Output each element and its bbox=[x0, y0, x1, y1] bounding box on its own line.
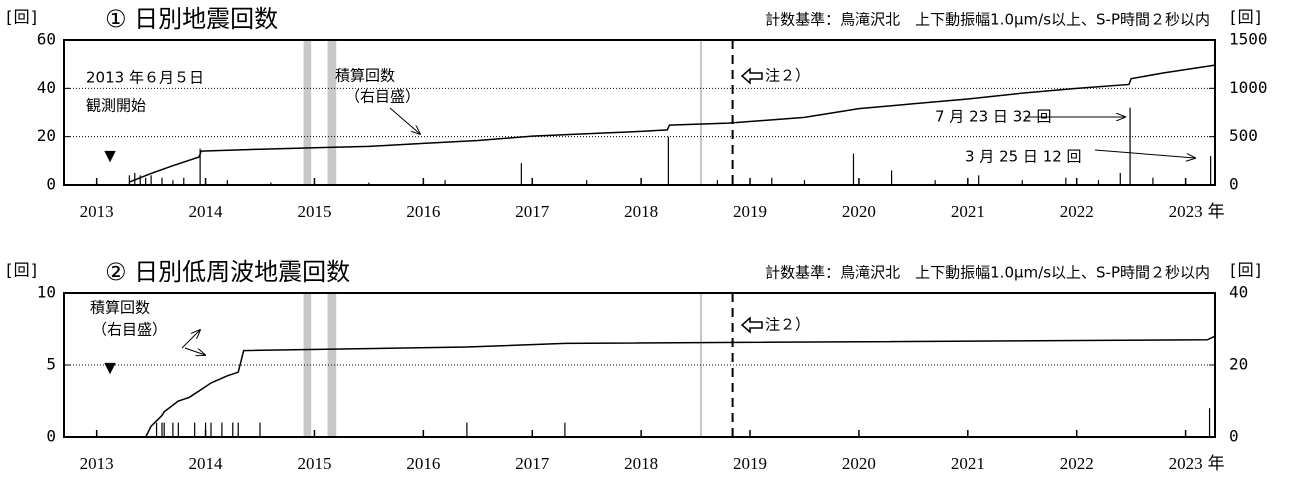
annotation: （右目盛） bbox=[92, 321, 167, 339]
y2-tick-label: 1000 bbox=[1229, 78, 1268, 97]
annotation: ▼ bbox=[104, 359, 116, 377]
x-tick-label: 2018 bbox=[624, 454, 658, 473]
cumulative-line bbox=[129, 64, 1216, 183]
x-tick-label: 2021 bbox=[951, 454, 985, 473]
y2-tick-label: 500 bbox=[1229, 126, 1258, 145]
x-tick-label: 2015 bbox=[297, 202, 331, 221]
x-tick-label: 2014 bbox=[189, 202, 224, 221]
shaded-period bbox=[303, 40, 312, 185]
annotation: 2013 年６月５日 bbox=[86, 69, 204, 87]
y-tick-label: 10 bbox=[37, 283, 56, 302]
x-tick-label: 2019 bbox=[733, 454, 767, 473]
x-tick-label: 2013 bbox=[80, 454, 114, 473]
x-tick-label: 2014 bbox=[189, 454, 224, 473]
note-arrow bbox=[740, 316, 763, 334]
annotation-arrow bbox=[1094, 149, 1195, 158]
x-tick-label: 2016 bbox=[406, 202, 440, 221]
annotation: ▼ bbox=[104, 147, 116, 165]
x-tick-label: 2017 bbox=[515, 454, 550, 473]
y-tick-label: 40 bbox=[37, 78, 56, 97]
x-tick-label: 2023 bbox=[1169, 202, 1203, 221]
annotation: 7 月 23 日 32 回 bbox=[935, 108, 1052, 126]
y2-tick-label: 40 bbox=[1229, 283, 1248, 302]
y2-axis-label: [回] bbox=[1228, 261, 1263, 280]
shaded-period bbox=[327, 40, 337, 185]
y2-tick-label: 1500 bbox=[1229, 30, 1268, 49]
x-tick-label: 2022 bbox=[1060, 454, 1094, 473]
x-tick-label: 2017 bbox=[515, 202, 550, 221]
plot-frame bbox=[63, 292, 1216, 438]
panel-subtitle: 計数基準：鳥滝沢北 上下動振幅1.0μm/s以上、S-P時間２秒以内 bbox=[765, 264, 1210, 282]
y-tick-label: 0 bbox=[46, 175, 56, 194]
cumulative-line bbox=[145, 335, 1216, 438]
x-unit: 年 bbox=[1208, 454, 1225, 473]
x-tick-label: 2020 bbox=[842, 454, 876, 473]
y2-tick-label: 20 bbox=[1229, 355, 1248, 374]
y2-tick-label: 0 bbox=[1229, 175, 1239, 194]
y-tick-label: 60 bbox=[37, 30, 56, 49]
x-tick-label: 2016 bbox=[406, 454, 440, 473]
annotation: 注２） bbox=[765, 67, 810, 85]
y-axis-label: [回] bbox=[4, 261, 39, 280]
x-tick-label: 2019 bbox=[733, 202, 767, 221]
x-tick-label: 2018 bbox=[624, 202, 658, 221]
x-unit: 年 bbox=[1208, 202, 1225, 221]
shaded-period bbox=[699, 293, 703, 437]
y2-tick-label: 0 bbox=[1229, 427, 1239, 446]
annotation-arrow bbox=[389, 107, 420, 134]
plot-frame bbox=[63, 39, 1216, 186]
x-tick-label: 2020 bbox=[842, 202, 876, 221]
annotation: 積算回数 bbox=[90, 299, 150, 317]
annotation: 3 月 25 日 12 回 bbox=[965, 148, 1082, 166]
y-tick-label: 5 bbox=[46, 355, 56, 374]
x-tick-label: 2023 bbox=[1169, 454, 1203, 473]
note-arrow bbox=[740, 67, 763, 85]
annotation: 観測開始 bbox=[86, 97, 146, 115]
annotation: 積算回数 bbox=[335, 67, 395, 85]
x-tick-label: 2015 bbox=[297, 454, 331, 473]
panel-title: ① 日別地震回数 bbox=[105, 5, 278, 33]
y-axis-label: [回] bbox=[4, 8, 39, 27]
panel-subtitle: 計数基準：鳥滝沢北 上下動振幅1.0μm/s以上、S-P時間２秒以内 bbox=[765, 11, 1210, 29]
panel-title: ② 日別低周波地震回数 bbox=[105, 258, 350, 286]
y2-axis-label: [回] bbox=[1228, 8, 1263, 27]
annotation: （右目盛） bbox=[345, 88, 420, 106]
annotation: 注２） bbox=[765, 316, 810, 334]
x-tick-label: 2021 bbox=[951, 202, 985, 221]
x-tick-label: 2013 bbox=[80, 202, 114, 221]
y-tick-label: 20 bbox=[37, 126, 56, 145]
annotation-arrow bbox=[184, 347, 205, 355]
shaded-period bbox=[699, 40, 703, 185]
x-tick-label: 2022 bbox=[1060, 202, 1094, 221]
annotation-arrow bbox=[181, 330, 200, 349]
y-tick-label: 0 bbox=[46, 427, 56, 446]
